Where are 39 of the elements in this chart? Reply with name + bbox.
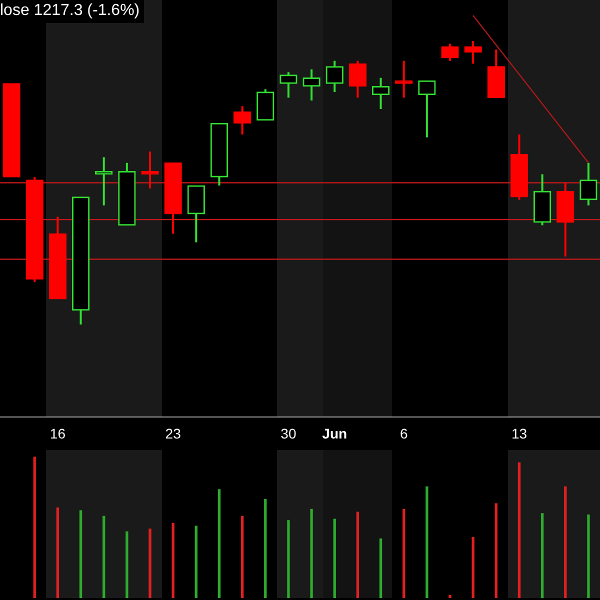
bar [379,538,382,598]
bar [518,462,521,598]
bar [194,526,198,598]
candlestick [395,60,413,99]
bar [172,522,174,598]
bar [287,520,290,598]
candlestick [580,162,598,206]
bar [240,516,244,598]
bar [356,512,360,598]
bar [448,594,452,598]
bar [564,486,567,598]
bar [56,507,60,598]
candlestick [372,76,390,110]
bar [587,514,590,598]
x-tick-label: Jun [322,425,348,442]
x-tick-label: 13 [511,425,528,442]
candlestick [464,40,482,65]
bar [540,513,544,598]
bar [494,503,498,598]
x-tick-label: 6 [400,425,408,442]
bar [264,499,267,598]
candlestick [280,71,298,99]
bar [218,489,221,598]
x-tick-label: 23 [165,425,182,442]
bar [472,537,474,598]
bar [102,516,106,598]
bar [148,528,152,598]
bar [426,486,428,598]
bar [126,531,128,598]
bar [33,456,36,598]
candlestick [348,60,367,99]
x-tick-label: 30 [280,425,296,442]
bar [310,508,313,598]
candlestick [302,68,320,102]
x-tick-label: 16 [50,425,66,442]
bar [402,508,406,598]
bar [79,510,82,598]
bar [333,518,336,598]
chart-title: lose 1217.3 (-1.6%) [0,0,144,23]
